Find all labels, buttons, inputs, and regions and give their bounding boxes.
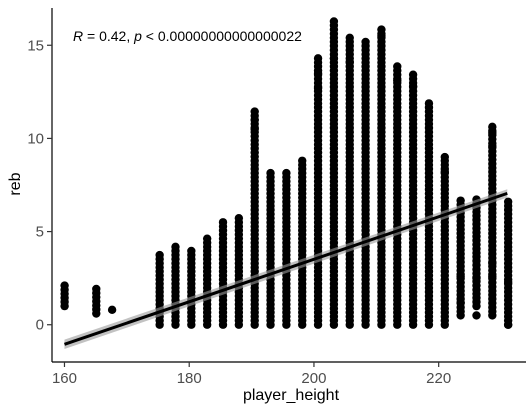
data-point bbox=[488, 128, 497, 138]
y-axis-title: reb bbox=[7, 172, 24, 195]
data-point bbox=[187, 246, 196, 256]
data-point bbox=[171, 242, 180, 252]
data-point bbox=[329, 17, 339, 26]
data-point bbox=[408, 70, 418, 79]
data-point bbox=[503, 277, 513, 287]
y-tick-label: 5 bbox=[36, 224, 44, 241]
data-point bbox=[345, 57, 354, 67]
data-point bbox=[202, 234, 212, 243]
x-tick-label: 180 bbox=[177, 370, 202, 387]
data-point bbox=[313, 69, 323, 78]
regression-layer bbox=[63, 191, 508, 346]
stat-annotation: R = 0.42, p < 0.00000000000000022 bbox=[73, 28, 302, 44]
data-point bbox=[488, 122, 497, 132]
data-point bbox=[393, 62, 402, 71]
data-point bbox=[298, 156, 307, 165]
data-point bbox=[488, 259, 497, 268]
data-point bbox=[329, 54, 339, 63]
data-point bbox=[440, 152, 449, 162]
x-tick-label: 220 bbox=[426, 370, 451, 387]
data-point bbox=[456, 196, 465, 205]
data-point bbox=[250, 124, 259, 134]
data-point bbox=[377, 25, 386, 34]
data-point bbox=[266, 168, 275, 178]
data-point bbox=[345, 33, 354, 43]
y-tick-label: 0 bbox=[36, 317, 44, 334]
x-tick-label: 160 bbox=[52, 370, 77, 387]
x-axis-title: player_height bbox=[243, 387, 340, 404]
data-point bbox=[282, 168, 291, 178]
data-point bbox=[408, 82, 418, 91]
data-point bbox=[488, 272, 497, 281]
data-point bbox=[92, 284, 101, 294]
data-point bbox=[218, 218, 228, 227]
data-point bbox=[313, 83, 323, 93]
data-point bbox=[361, 37, 370, 47]
data-point bbox=[377, 31, 386, 41]
data-point bbox=[456, 272, 465, 281]
x-tick-label: 200 bbox=[301, 370, 326, 387]
regression-line bbox=[63, 191, 508, 346]
data-point bbox=[313, 54, 323, 63]
data-point bbox=[472, 311, 481, 320]
data-point bbox=[107, 305, 117, 315]
data-point bbox=[250, 107, 259, 116]
data-point bbox=[503, 197, 513, 206]
axes-layer: 160 180 200 220 0 5 10 15 bbox=[27, 8, 526, 387]
points-layer bbox=[60, 17, 513, 329]
y-tick-label: 15 bbox=[27, 37, 44, 54]
data-point bbox=[456, 298, 465, 307]
data-point bbox=[424, 99, 434, 108]
data-point bbox=[250, 115, 259, 124]
data-point bbox=[488, 141, 497, 151]
data-point bbox=[155, 250, 164, 260]
data-point bbox=[440, 167, 449, 177]
data-point bbox=[472, 273, 481, 283]
data-point bbox=[234, 213, 244, 223]
data-point bbox=[393, 76, 402, 85]
y-tick-label: 10 bbox=[27, 130, 44, 147]
data-point bbox=[503, 320, 513, 329]
data-point bbox=[60, 281, 69, 290]
